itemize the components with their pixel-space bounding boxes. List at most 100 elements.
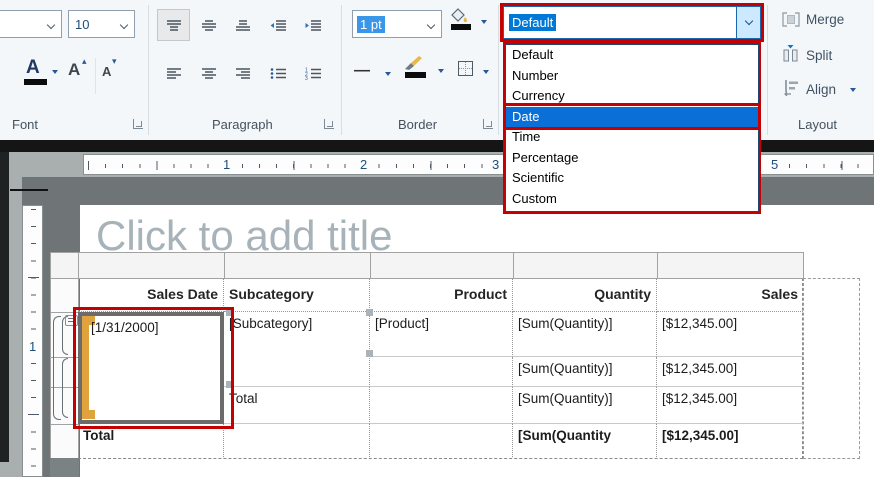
tablix-corner-handle[interactable] bbox=[50, 252, 79, 279]
align-label: Align bbox=[806, 82, 837, 97]
cell-grand-total-label[interactable]: Total bbox=[78, 424, 224, 457]
v-ruler-label: 1 bbox=[26, 338, 40, 355]
number-format-combo[interactable]: Default bbox=[503, 6, 761, 39]
header-cell-sales[interactable]: Sales bbox=[657, 278, 803, 312]
header-cell-quantity[interactable]: Quantity bbox=[513, 278, 657, 312]
dropdown-item-date[interactable]: Date bbox=[506, 106, 758, 127]
column-handle[interactable] bbox=[513, 252, 658, 279]
merge-button[interactable]: Merge bbox=[780, 10, 872, 32]
dropdown-arrow-icon bbox=[483, 70, 489, 74]
align-button[interactable]: Align bbox=[780, 78, 872, 102]
cell-subcategory[interactable]: [Subcategory] bbox=[224, 312, 370, 387]
left-edge-bar bbox=[0, 152, 9, 462]
title-placeholder[interactable]: Click to add title bbox=[96, 212, 393, 252]
row-menu-icon[interactable] bbox=[65, 315, 78, 326]
split-button[interactable]: Split bbox=[780, 44, 872, 68]
dropdown-item-number[interactable]: Number bbox=[512, 67, 559, 83]
font-name-combo[interactable] bbox=[0, 10, 62, 38]
align-center-button[interactable] bbox=[192, 57, 225, 89]
align-left-button[interactable] bbox=[157, 57, 190, 89]
column-handle[interactable] bbox=[78, 252, 225, 279]
border-color-button[interactable] bbox=[402, 56, 450, 92]
cell-grand-total-quantity[interactable]: [Sum(Quantity bbox=[513, 424, 657, 457]
cell-empty[interactable] bbox=[370, 387, 513, 424]
selected-date-cell[interactable]: [1/31/2000] bbox=[78, 312, 224, 424]
column-handle[interactable] bbox=[224, 252, 371, 279]
cell-sales-r2[interactable]: [$12,345.00] bbox=[657, 357, 803, 387]
h-ruler-label: 2 bbox=[357, 156, 371, 173]
cell-empty[interactable] bbox=[370, 357, 513, 387]
number-format-value: Default bbox=[509, 14, 557, 31]
annotation-box-format-combo: Default bbox=[500, 3, 764, 42]
align-right-button[interactable] bbox=[226, 57, 259, 89]
h-ruler-label: 5 bbox=[768, 156, 782, 173]
numbered-list-icon: 123 bbox=[305, 67, 321, 80]
paragraph-dialog-launcher-icon[interactable] bbox=[324, 119, 334, 129]
column-handle[interactable] bbox=[657, 252, 804, 279]
edit-marker-bar bbox=[82, 318, 89, 418]
align-top-button[interactable] bbox=[157, 9, 190, 41]
cell-subcategory-total[interactable]: Total bbox=[224, 387, 370, 424]
font-dialog-launcher-icon[interactable] bbox=[133, 119, 143, 129]
align-middle-icon bbox=[201, 19, 216, 31]
border-width-value: 1 pt bbox=[357, 15, 385, 33]
column-handle[interactable] bbox=[370, 252, 514, 279]
dropdown-arrow-icon bbox=[481, 20, 487, 24]
cell-product[interactable]: [Product] bbox=[370, 312, 513, 357]
split-label: Split bbox=[806, 48, 833, 63]
dropdown-item-scientific[interactable]: Scientific bbox=[512, 170, 565, 185]
align-middle-button[interactable] bbox=[192, 9, 225, 41]
header-cell-subcategory[interactable]: Subcategory bbox=[224, 278, 370, 312]
increase-indent-button[interactable] bbox=[297, 9, 330, 41]
annotation-box-selected-cell bbox=[73, 307, 234, 429]
border-width-combo[interactable]: 1 pt bbox=[352, 10, 442, 38]
dropdown-item-default[interactable]: Default bbox=[512, 47, 554, 62]
cell-sales-r1[interactable]: [$12,345.00] bbox=[657, 312, 803, 357]
annotation-box-date-item bbox=[503, 103, 761, 130]
layout-group-label: Layout bbox=[798, 117, 838, 132]
group-separator bbox=[498, 5, 499, 135]
font-size-combo[interactable]: 10 bbox=[68, 10, 135, 38]
svg-text:2: 2 bbox=[305, 71, 308, 77]
ribbon: 10 A A ▴ A ▾ Font bbox=[0, 0, 874, 140]
row-handle[interactable] bbox=[50, 424, 79, 459]
border-dialog-launcher-icon[interactable] bbox=[483, 119, 493, 129]
decrease-indent-button[interactable] bbox=[262, 9, 295, 41]
header-cell-sales-date[interactable]: Sales Date bbox=[78, 278, 224, 312]
cell-sales-date-value: [1/31/2000] bbox=[91, 320, 159, 335]
align-center-icon bbox=[201, 67, 216, 79]
align-left-icon bbox=[166, 67, 181, 79]
header-cell-product[interactable]: Product bbox=[370, 278, 513, 312]
bullet-list-button[interactable] bbox=[262, 57, 295, 89]
merge-label: Merge bbox=[806, 12, 845, 27]
paragraph-group-label: Paragraph bbox=[212, 117, 273, 132]
cell-quantity-r2[interactable]: [Sum(Quantity)] bbox=[513, 357, 657, 387]
ruler-origin-line bbox=[10, 189, 48, 191]
cell-empty[interactable] bbox=[224, 424, 370, 457]
align-layout-icon bbox=[784, 80, 798, 96]
tablix-bottom-handle bbox=[50, 458, 79, 477]
tablix-right-adorner bbox=[803, 278, 860, 459]
cell-quantity-r3[interactable]: [Sum(Quantity)] bbox=[513, 387, 657, 424]
line-style-button[interactable]: — bbox=[352, 60, 398, 90]
fill-color-bar bbox=[451, 24, 471, 30]
cell-adorner-handle bbox=[226, 381, 233, 388]
align-bottom-button[interactable] bbox=[226, 9, 259, 41]
borders-button[interactable] bbox=[456, 58, 496, 90]
dropdown-item-percentage[interactable]: Percentage bbox=[512, 149, 579, 165]
shrink-font-button[interactable]: A ▾ bbox=[95, 56, 121, 94]
dropdown-item-custom[interactable]: Custom bbox=[512, 190, 557, 206]
font-color-button[interactable]: A bbox=[20, 56, 62, 96]
cell-sales-r3[interactable]: [$12,345.00] bbox=[657, 387, 803, 424]
cell-quantity-r1[interactable]: [Sum(Quantity)] bbox=[513, 312, 657, 357]
dropdown-item-currency[interactable]: Currency bbox=[512, 88, 565, 103]
fill-color-button[interactable] bbox=[447, 8, 493, 42]
combo-open-button[interactable] bbox=[736, 7, 760, 38]
dropdown-item-time[interactable]: Time bbox=[512, 129, 541, 144]
cell-grand-total-sales[interactable]: [$12,345.00] bbox=[662, 428, 739, 443]
line-style-icon: — bbox=[354, 62, 370, 79]
grow-font-button[interactable]: A ▴ bbox=[64, 56, 93, 94]
split-icon bbox=[783, 45, 798, 62]
cell-empty[interactable] bbox=[370, 424, 513, 457]
